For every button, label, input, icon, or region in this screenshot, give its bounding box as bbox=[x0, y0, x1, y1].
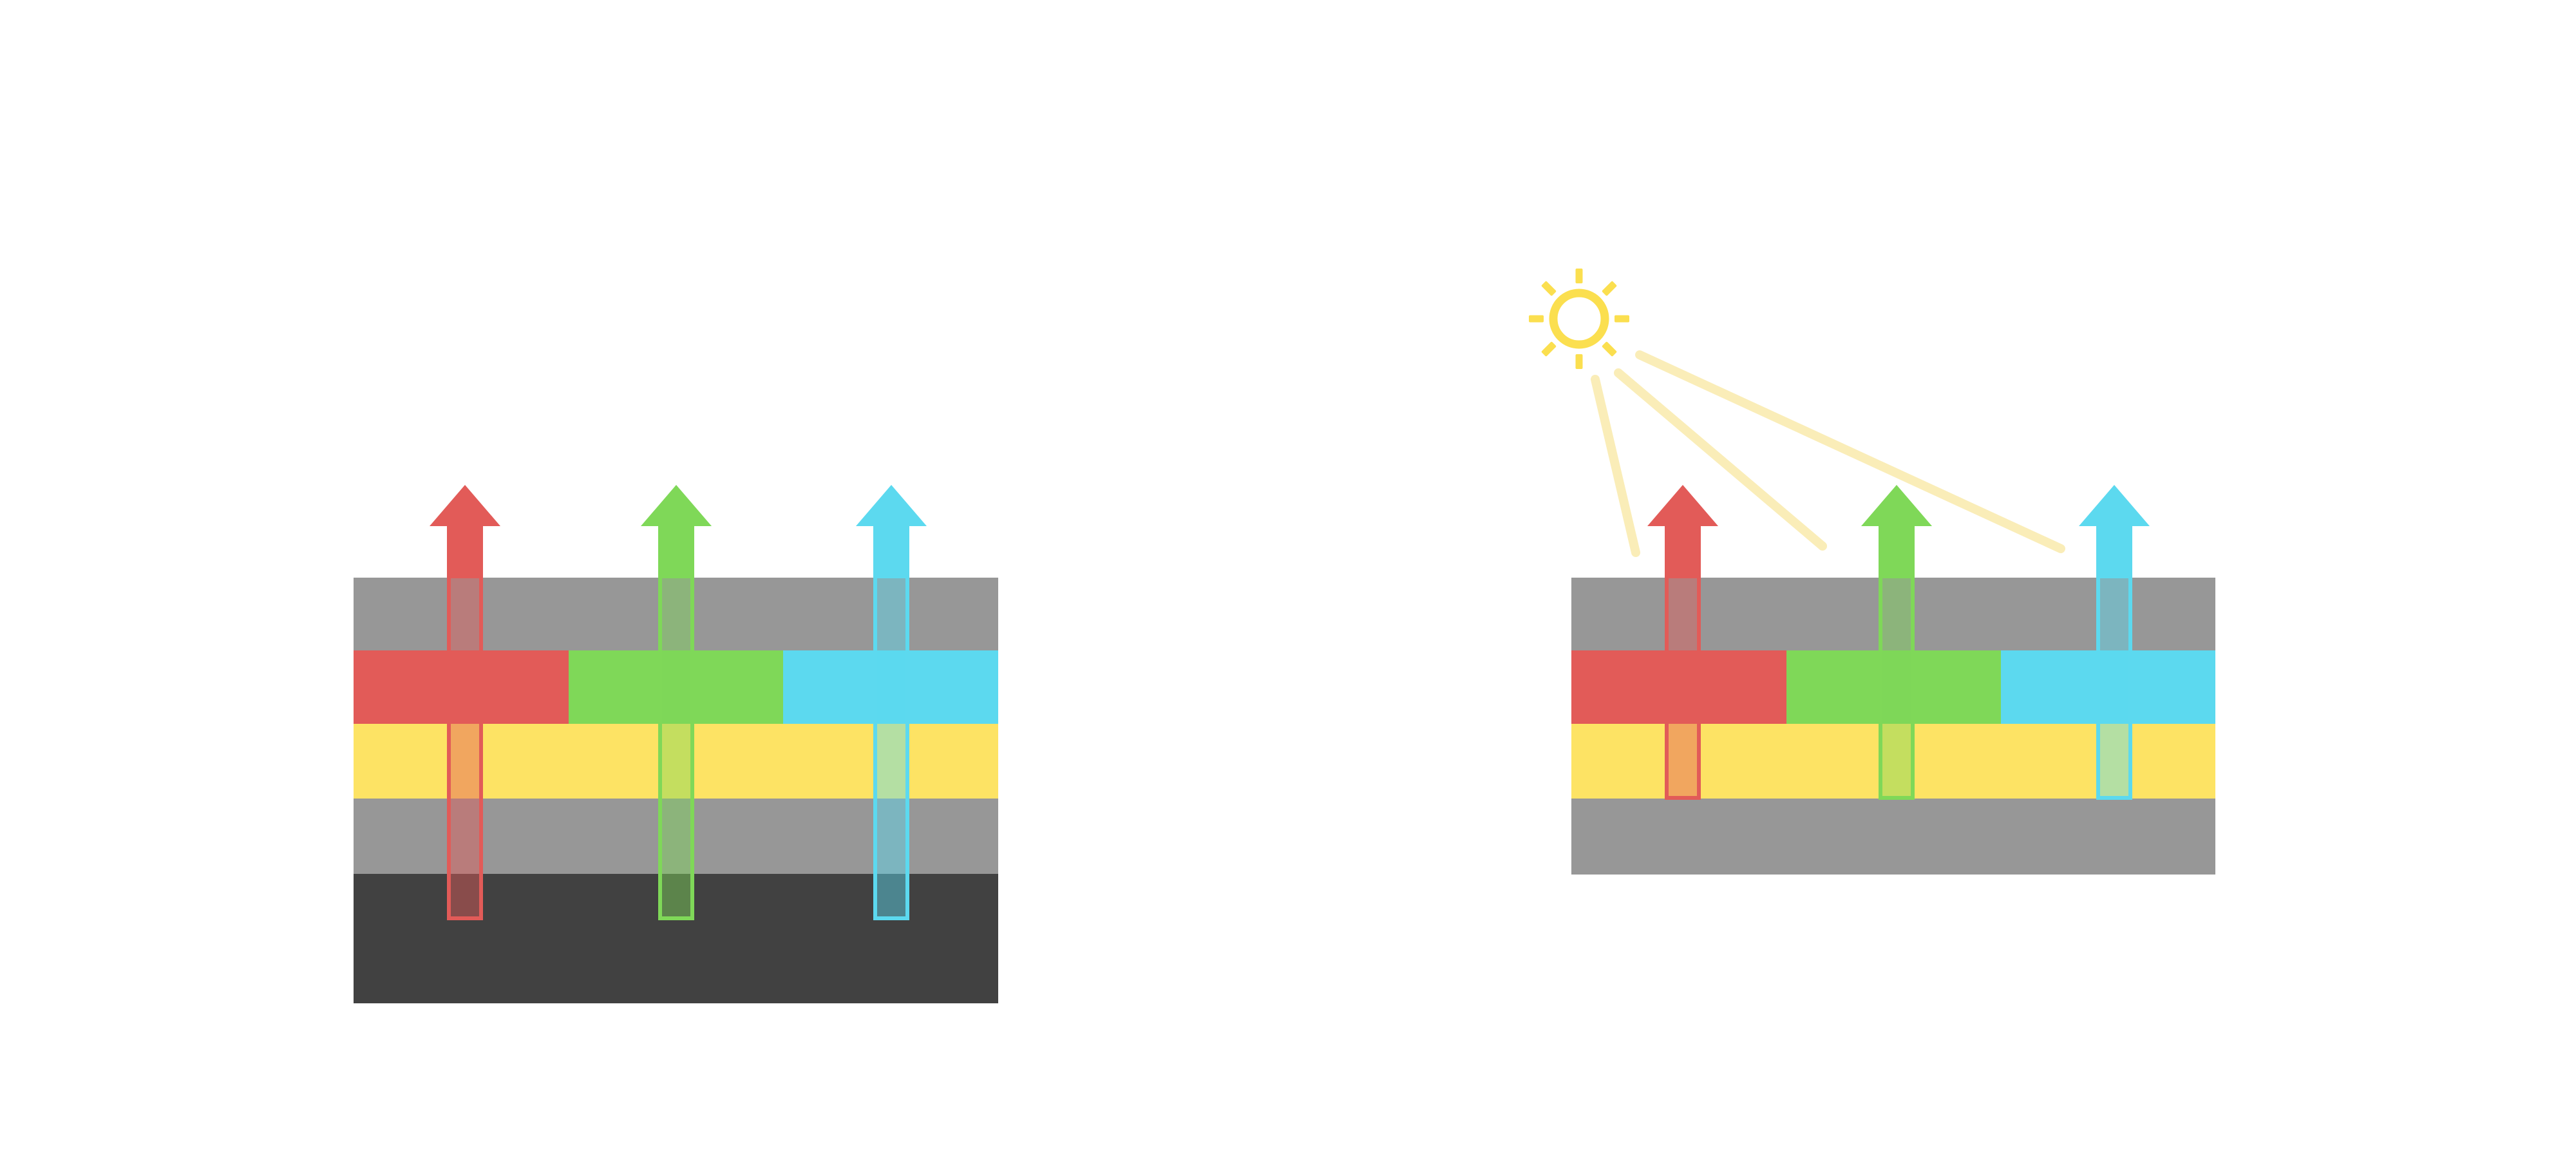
left-layer-gray-bottom bbox=[354, 799, 998, 874]
left-red-filter-segment bbox=[354, 650, 569, 724]
sun-ticks bbox=[1529, 269, 1629, 369]
left-green-filter-segment bbox=[569, 650, 783, 724]
left-layer-dark-backplane bbox=[354, 874, 998, 1003]
cyan-arrow-head bbox=[856, 485, 927, 526]
green-arrow-shaft bbox=[1879, 525, 1915, 578]
right-green-filter-segment bbox=[1786, 650, 2001, 724]
red-arrow-head bbox=[1647, 485, 1718, 526]
sun-icon bbox=[1529, 269, 1629, 369]
left-layer-yellow bbox=[354, 724, 998, 799]
green-arrow-head bbox=[641, 485, 712, 526]
green-arrow-head bbox=[1861, 485, 1932, 526]
right-layer-yellow bbox=[1571, 724, 2215, 799]
red-arrow-shaft bbox=[447, 525, 483, 578]
green-arrow-shaft bbox=[658, 525, 694, 578]
cyan-arrow-shaft-through-layers bbox=[873, 578, 909, 920]
sun-rays bbox=[1591, 350, 2065, 557]
cyan-arrow-shaft-through-layers bbox=[2096, 578, 2132, 800]
left-layer-gray-top bbox=[354, 578, 998, 650]
right-layer-gray-bottom bbox=[1571, 799, 2215, 875]
red-arrow-shaft-through-layers bbox=[447, 578, 483, 920]
right-red-filter-segment bbox=[1571, 650, 1786, 724]
left-cyan-filter-segment bbox=[783, 650, 998, 724]
sun-ray-middle bbox=[1614, 368, 1827, 551]
right-cyan-filter-segment bbox=[2001, 650, 2215, 724]
sun-disc-outline bbox=[1549, 288, 1609, 349]
red-arrow-shaft bbox=[1665, 525, 1701, 578]
cyan-arrow-shaft bbox=[2096, 525, 2132, 578]
cyan-arrow-head bbox=[2079, 485, 2150, 526]
green-arrow-shaft-through-layers bbox=[658, 578, 694, 920]
sun-ray-left bbox=[1591, 375, 1640, 557]
red-arrow-shaft-through-layers bbox=[1665, 578, 1701, 800]
right-layer-gray-top bbox=[1571, 578, 2215, 650]
red-arrow-head bbox=[430, 485, 500, 526]
sun-ray-right bbox=[1635, 350, 2065, 553]
green-arrow-shaft-through-layers bbox=[1879, 578, 1915, 800]
cyan-arrow-shaft bbox=[873, 525, 909, 578]
